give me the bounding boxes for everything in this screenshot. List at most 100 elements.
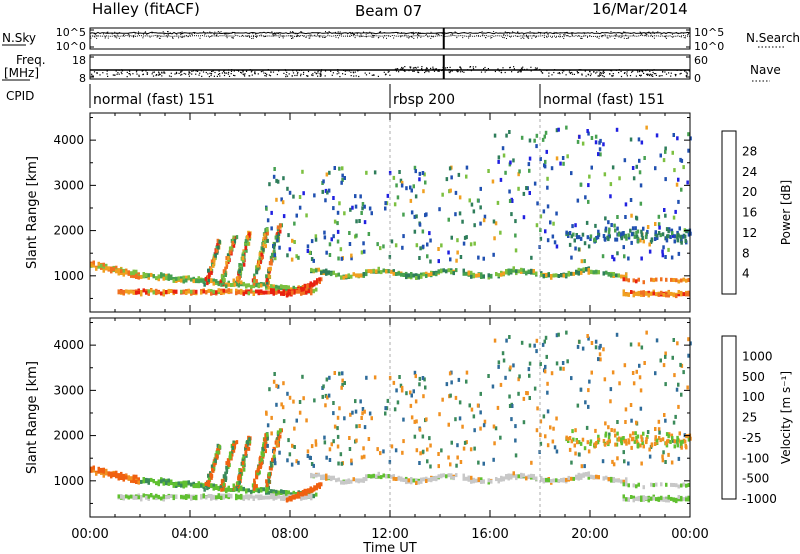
nave-point xyxy=(415,67,417,69)
velocity-cell xyxy=(602,476,605,481)
power-cell xyxy=(517,186,520,191)
nave-point xyxy=(302,73,305,75)
power-cell xyxy=(218,239,221,244)
power-cell xyxy=(379,246,382,251)
power-cell xyxy=(235,281,239,286)
velocity-cell xyxy=(497,364,500,369)
power-cell xyxy=(438,207,441,212)
velocity-cell xyxy=(210,494,213,498)
velocity-cell xyxy=(410,393,413,398)
power-cell xyxy=(635,291,638,296)
nave-point xyxy=(344,70,346,72)
velocity-cell xyxy=(623,459,626,464)
nsky-point xyxy=(491,37,493,38)
velocity-cell xyxy=(562,366,565,371)
nsky-point xyxy=(413,37,415,39)
velocity-cell xyxy=(177,481,180,486)
nsky-point xyxy=(571,34,573,36)
nsky-point xyxy=(571,33,573,35)
nsky-point xyxy=(291,38,292,39)
nsky-point xyxy=(420,36,422,38)
nsky-point xyxy=(214,31,216,33)
power-cell xyxy=(320,277,323,282)
power-cell xyxy=(242,262,246,267)
power-cell xyxy=(327,188,331,193)
nave-point xyxy=(205,71,207,74)
nave-point xyxy=(548,75,550,77)
nsky-point xyxy=(408,36,410,38)
nsky-point xyxy=(653,33,655,34)
nave-point xyxy=(686,74,688,77)
power-cell xyxy=(623,254,626,259)
velocity-cell xyxy=(232,443,235,448)
velocity-cell xyxy=(546,443,550,448)
x-axis-label: Time UT xyxy=(362,541,416,554)
power-cell xyxy=(349,207,352,212)
power-cell xyxy=(295,289,299,294)
velocity-cell xyxy=(215,455,219,460)
nsky-point xyxy=(289,31,291,33)
nave-point xyxy=(448,71,450,73)
nsky-point xyxy=(425,34,427,36)
power-cell xyxy=(282,285,285,289)
velocity-cell xyxy=(317,472,320,477)
power-cell xyxy=(566,154,569,159)
power-cell xyxy=(360,211,363,215)
power-cell xyxy=(317,267,320,272)
velocity-cell xyxy=(300,496,303,501)
velocity-cell xyxy=(683,439,687,444)
power-cell xyxy=(282,292,285,296)
velocity-cell xyxy=(612,462,616,467)
velocity-cell xyxy=(526,391,529,396)
power-cell xyxy=(318,277,321,282)
nsky-point xyxy=(523,34,525,36)
nave-point xyxy=(483,69,485,71)
power-cell xyxy=(637,292,640,297)
velocity-cell xyxy=(587,472,590,477)
velocity-cell xyxy=(422,477,425,482)
cpid-label: CPID xyxy=(6,89,34,103)
nave-point xyxy=(520,70,522,72)
nsky-point xyxy=(417,37,418,39)
power-cell xyxy=(675,278,678,283)
nsky-point xyxy=(527,37,529,39)
velocity-cell xyxy=(130,478,133,483)
velocity-cell xyxy=(627,440,631,445)
velocity-cell xyxy=(640,345,644,350)
velocity-cell xyxy=(643,361,646,365)
nave-point xyxy=(438,70,440,72)
power-cell xyxy=(561,156,565,160)
velocity-cell xyxy=(231,449,234,454)
velocity-cell xyxy=(645,437,648,442)
nave-point xyxy=(174,73,176,75)
velocity-cell xyxy=(226,458,230,463)
nsky-point xyxy=(167,34,169,36)
nave-point xyxy=(676,69,678,71)
power-cell xyxy=(472,274,475,279)
velocity-cell xyxy=(400,388,404,393)
power-cell xyxy=(155,288,158,293)
power-cell xyxy=(468,198,471,203)
nsky-point xyxy=(373,36,375,38)
velocity-cell xyxy=(496,405,500,410)
power-cell xyxy=(310,267,313,272)
velocity-cell xyxy=(213,462,216,467)
nsky-point xyxy=(621,36,623,38)
nave-point xyxy=(387,69,389,71)
velocity-cell xyxy=(549,425,552,430)
velocity-cell xyxy=(517,377,520,382)
nsky-point xyxy=(512,31,514,33)
velocity-cell xyxy=(210,475,213,480)
velocity-cell xyxy=(182,480,185,485)
nsky-point xyxy=(226,37,228,39)
velocity-cell xyxy=(258,470,261,475)
velocity-cell xyxy=(247,488,250,493)
nsky-point xyxy=(156,36,158,38)
velocity-cell xyxy=(589,439,593,444)
velocity-cell xyxy=(680,440,683,445)
nave-point xyxy=(427,70,429,72)
power-cell xyxy=(287,285,290,290)
velocity-colorbar-tick: 1000 xyxy=(742,349,773,363)
velocity-cell xyxy=(341,378,344,383)
velocity-cell xyxy=(270,494,273,499)
